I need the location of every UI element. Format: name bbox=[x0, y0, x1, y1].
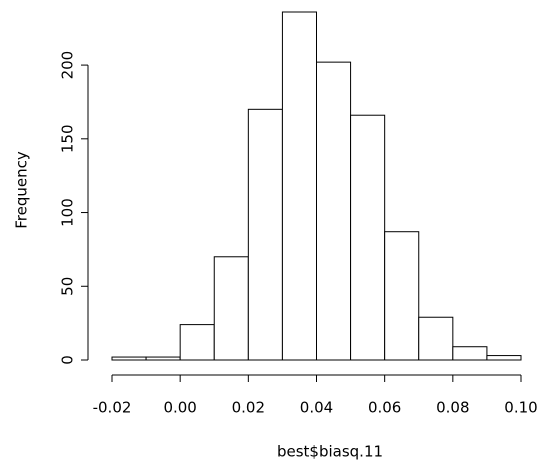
bar bbox=[384, 231, 420, 361]
bar bbox=[486, 355, 522, 361]
y-axis-label: Frequency bbox=[13, 151, 31, 229]
x-tick-label: 0.06 bbox=[368, 399, 401, 417]
y-tick-label: 0 bbox=[59, 355, 77, 365]
y-tick-label: 50 bbox=[59, 277, 77, 296]
bar bbox=[350, 114, 386, 361]
bar bbox=[418, 316, 454, 361]
bar bbox=[145, 356, 181, 361]
x-tick-label: 0.10 bbox=[504, 399, 537, 417]
bar bbox=[179, 324, 215, 361]
x-tick-label: 0.04 bbox=[300, 399, 333, 417]
x-tick-label: -0.02 bbox=[93, 399, 132, 417]
y-tick-label: 150 bbox=[59, 124, 77, 153]
y-tick-label: 100 bbox=[59, 198, 77, 227]
x-axis-label: best$biasq.11 bbox=[277, 443, 383, 461]
bar bbox=[213, 256, 249, 361]
x-tick-label: 0.00 bbox=[163, 399, 196, 417]
bar bbox=[281, 11, 317, 361]
y-tick-label: 200 bbox=[59, 51, 77, 80]
bar bbox=[452, 346, 488, 361]
bar bbox=[247, 108, 283, 361]
bar bbox=[316, 61, 352, 361]
bar bbox=[111, 356, 147, 361]
x-tick-label: 0.08 bbox=[436, 399, 469, 417]
x-tick-label: 0.02 bbox=[232, 399, 265, 417]
